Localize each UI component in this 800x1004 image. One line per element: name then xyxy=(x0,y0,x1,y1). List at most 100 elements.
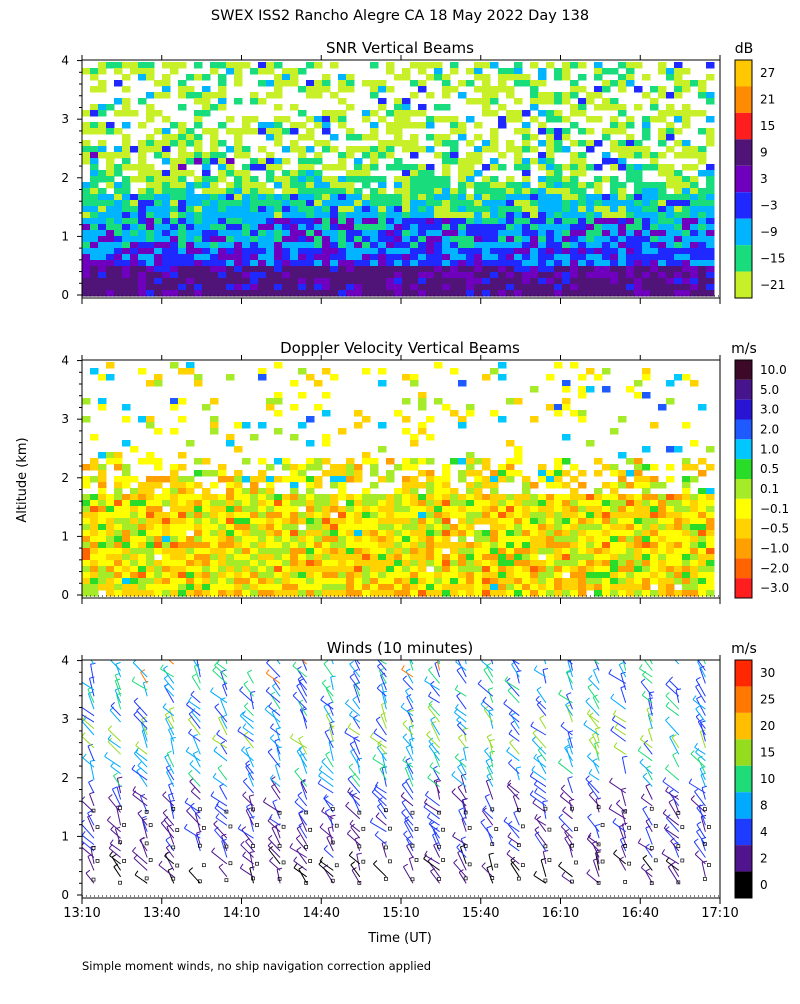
snr-cell xyxy=(402,236,411,243)
wind-barb-flag xyxy=(246,747,251,749)
snr-cell xyxy=(458,284,467,291)
snr-cell xyxy=(242,194,251,201)
snr-cell xyxy=(674,284,683,291)
doppler-cell xyxy=(218,536,227,543)
snr-cell xyxy=(226,236,235,243)
doppler-cell xyxy=(650,572,659,579)
doppler-cell xyxy=(586,494,595,501)
light-wind-marker xyxy=(145,877,148,880)
snr-cell xyxy=(506,74,515,81)
snr-cell xyxy=(666,170,675,177)
doppler-cell xyxy=(322,470,331,477)
wind-barb-flag xyxy=(218,765,222,768)
snr-cell xyxy=(274,224,283,231)
snr-cell xyxy=(266,92,275,99)
snr-cell xyxy=(602,230,611,237)
doppler-cell xyxy=(106,566,115,573)
doppler-cell xyxy=(146,488,155,495)
doppler-cell xyxy=(210,524,219,531)
snr-cell xyxy=(146,212,155,219)
doppler-cell xyxy=(490,566,499,573)
wind-barb xyxy=(241,750,253,761)
snr-cell xyxy=(602,98,611,105)
doppler-cell xyxy=(522,512,531,519)
doppler-cell xyxy=(218,584,227,591)
snr-cell xyxy=(282,68,291,75)
snr-cell xyxy=(274,266,283,273)
wind-barb xyxy=(191,712,200,723)
doppler-cell xyxy=(274,518,283,525)
snr-cell xyxy=(226,224,235,231)
snr-cell xyxy=(650,86,659,93)
snr-cell xyxy=(658,152,667,159)
snr-cell xyxy=(330,284,339,291)
doppler-cell xyxy=(690,380,699,387)
snr-cell xyxy=(442,164,451,171)
snr-cell xyxy=(178,62,187,69)
snr-cell xyxy=(218,254,227,261)
doppler-cell xyxy=(586,530,595,537)
snr-cell xyxy=(290,266,299,273)
light-wind-marker xyxy=(176,829,179,832)
doppler-cell xyxy=(170,428,179,435)
snr-cell xyxy=(250,242,259,249)
doppler-cell xyxy=(602,578,611,585)
snr-cell xyxy=(522,110,531,117)
snr-cell xyxy=(626,266,635,273)
snr-cell xyxy=(530,266,539,273)
doppler-cell xyxy=(146,380,155,387)
snr-cell xyxy=(658,218,667,225)
doppler-cell xyxy=(114,584,123,591)
doppler-cell xyxy=(538,560,547,567)
doppler-cell xyxy=(178,530,187,537)
doppler-cell xyxy=(386,542,395,549)
doppler-cell xyxy=(138,560,147,567)
doppler-cell xyxy=(570,518,579,525)
snr-cell xyxy=(570,242,579,249)
snr-cell xyxy=(634,164,643,171)
snr-cell xyxy=(362,212,371,219)
snr-cell xyxy=(162,116,171,123)
doppler-cell xyxy=(162,560,171,567)
doppler-cell xyxy=(402,494,411,501)
snr-cell xyxy=(474,134,483,141)
doppler-cell xyxy=(562,524,571,531)
doppler-cell xyxy=(234,494,243,501)
snr-cell xyxy=(282,284,291,291)
snr-cell xyxy=(234,140,243,147)
doppler-cell xyxy=(690,518,699,525)
snr-cell xyxy=(634,200,643,207)
snr-cell xyxy=(266,128,275,135)
doppler-cell xyxy=(122,470,131,477)
snr-cell xyxy=(114,284,123,291)
snr-cell xyxy=(90,284,99,291)
snr-cell xyxy=(338,212,347,219)
snr-cell xyxy=(90,152,99,159)
snr-cell xyxy=(466,272,475,279)
wind-barb-flag xyxy=(86,870,90,873)
snr-cell xyxy=(146,206,155,213)
snr-cell xyxy=(370,248,379,255)
snr-cell xyxy=(666,206,675,213)
snr-cell xyxy=(634,224,643,231)
snr-cell xyxy=(322,146,331,153)
snr-cell xyxy=(210,134,219,141)
snr-cell xyxy=(362,230,371,237)
doppler-cell xyxy=(90,578,99,585)
doppler-cell xyxy=(82,530,91,537)
snr-cell xyxy=(122,74,131,81)
doppler-cell xyxy=(178,506,187,513)
snr-cell xyxy=(530,230,539,237)
doppler-cell xyxy=(634,512,643,519)
snr-cell xyxy=(506,146,515,153)
snr-cell xyxy=(458,194,467,201)
snr-cell xyxy=(498,122,507,129)
snr-cell xyxy=(258,266,267,273)
doppler-cell xyxy=(362,500,371,507)
wind-barb-flag xyxy=(290,843,293,847)
doppler-cell xyxy=(546,542,555,549)
doppler-cell xyxy=(642,512,651,519)
snr-cell xyxy=(482,266,491,273)
wind-barb-flag xyxy=(345,700,348,704)
wind-barb xyxy=(211,692,227,703)
